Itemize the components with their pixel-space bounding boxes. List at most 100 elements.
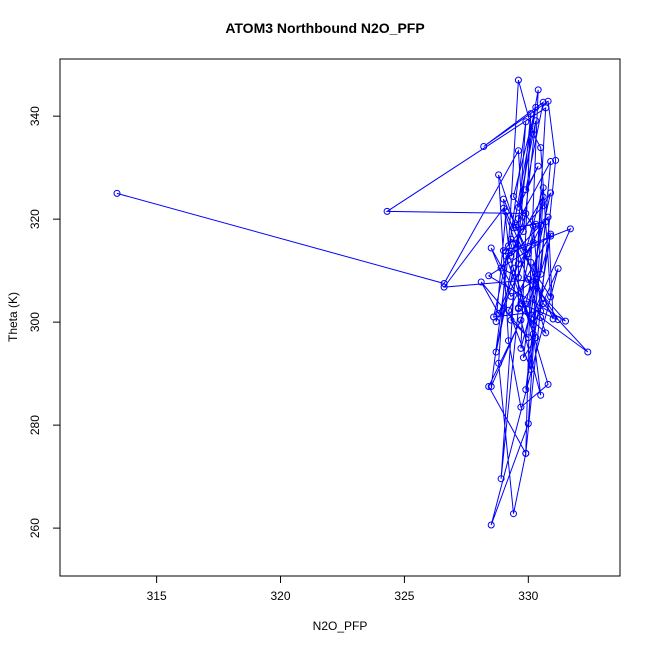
data-point: [507, 235, 515, 243]
y-axis: 260 280 300 320 340: [28, 106, 61, 538]
data-point: [507, 316, 515, 324]
data-point: [532, 103, 540, 111]
data-point: [549, 315, 557, 323]
y-tick-label: 280: [28, 415, 42, 435]
data-point: [510, 510, 517, 518]
data-point: [554, 316, 562, 324]
data-point: [497, 264, 505, 272]
data-point: [544, 380, 552, 388]
x-tick-label: 320: [271, 589, 291, 603]
data-point: [537, 270, 545, 278]
data-point: [512, 223, 520, 231]
data-point: [547, 189, 555, 197]
data-point: [495, 171, 503, 179]
data-point: [519, 228, 527, 235]
data-point: [514, 260, 522, 268]
y-tick-label: 260: [28, 518, 42, 538]
data-point: [505, 242, 512, 250]
data-point: [517, 344, 525, 352]
data-point: [514, 203, 522, 211]
data-point: [514, 76, 522, 84]
data-point: [514, 273, 522, 281]
data-point: [522, 449, 530, 457]
data-point: [485, 272, 493, 280]
data-point: [495, 359, 503, 367]
data-point: [529, 321, 537, 329]
data-point: [527, 110, 535, 118]
data-point: [566, 225, 574, 233]
data-point: [534, 86, 542, 94]
data-point: [522, 118, 530, 126]
data-point: [514, 215, 522, 223]
x-axis-label: N2O_PFP: [312, 619, 368, 633]
data-point: [500, 195, 507, 203]
data-point: [487, 383, 495, 390]
data-point: [524, 275, 532, 283]
x-tick-label: 325: [394, 589, 414, 603]
data-point: [519, 354, 527, 362]
data-point: [487, 521, 495, 529]
data-point: [514, 147, 522, 155]
y-tick-label: 320: [28, 209, 42, 229]
data-point: [440, 280, 448, 287]
data-point: [539, 202, 547, 210]
data-point: [542, 104, 550, 112]
data-point: [539, 300, 547, 308]
data-point: [487, 244, 495, 252]
data-point: [524, 334, 532, 342]
data-point: [485, 383, 493, 390]
data-point: [547, 158, 555, 165]
data-point: [544, 97, 552, 105]
data-point: [547, 293, 555, 301]
y-tick-label: 340: [28, 106, 42, 126]
data-point: [514, 304, 522, 312]
data-point: [534, 162, 542, 170]
data-point: [554, 265, 562, 273]
data-point: [537, 144, 545, 152]
data-point: [539, 184, 547, 192]
data-point: [517, 403, 525, 411]
data-point: [497, 475, 505, 483]
data-point: [524, 250, 532, 258]
data-point: [500, 204, 507, 212]
data-point: [527, 366, 535, 373]
data-point: [480, 143, 488, 150]
data-point: [505, 306, 512, 314]
data-point: [477, 278, 485, 286]
data-point: [529, 130, 537, 138]
data-point: [522, 186, 530, 194]
data-point: [440, 283, 448, 291]
data-point: [547, 230, 555, 238]
data-point: [532, 117, 540, 125]
data-point: [544, 213, 552, 221]
data-point: [383, 207, 391, 215]
data-point: [517, 316, 525, 324]
data-point: [562, 317, 569, 325]
data-point: [537, 222, 545, 230]
data-point: [539, 193, 547, 201]
data-point: [522, 210, 530, 217]
data-point: [524, 420, 532, 428]
series-line: [116, 79, 589, 526]
data-point: [510, 193, 517, 200]
data-point: [507, 292, 515, 300]
data-point: [552, 156, 560, 164]
data-point: [500, 247, 507, 255]
data-point: [492, 348, 500, 356]
data-point: [512, 239, 520, 247]
data-point: [522, 386, 530, 394]
x-axis: 315 320 325 330: [147, 575, 539, 603]
data-point: [537, 391, 545, 399]
series-group: [113, 76, 592, 529]
data-point: [490, 313, 498, 321]
data-point: [532, 220, 540, 228]
x-tick-label: 330: [518, 589, 538, 603]
data-point: [495, 309, 503, 317]
data-point: [512, 221, 520, 229]
data-point: [542, 329, 550, 337]
y-tick-label: 300: [28, 312, 42, 332]
data-point: [532, 334, 540, 342]
data-point: [527, 258, 535, 266]
data-point: [532, 282, 540, 290]
